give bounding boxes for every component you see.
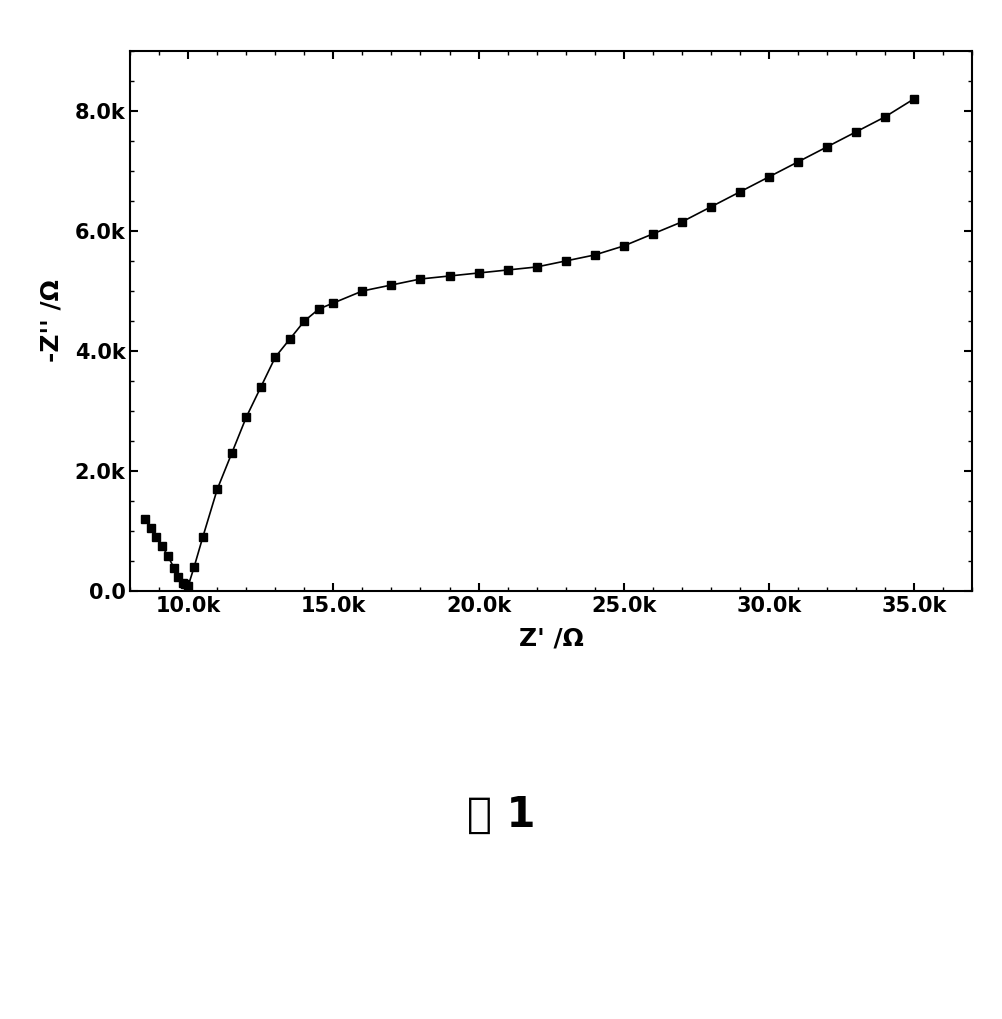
Text: 图 1: 图 1: [467, 794, 535, 837]
X-axis label: Z' /Ω: Z' /Ω: [519, 627, 583, 651]
Y-axis label: -Z'' /Ω: -Z'' /Ω: [39, 279, 63, 363]
